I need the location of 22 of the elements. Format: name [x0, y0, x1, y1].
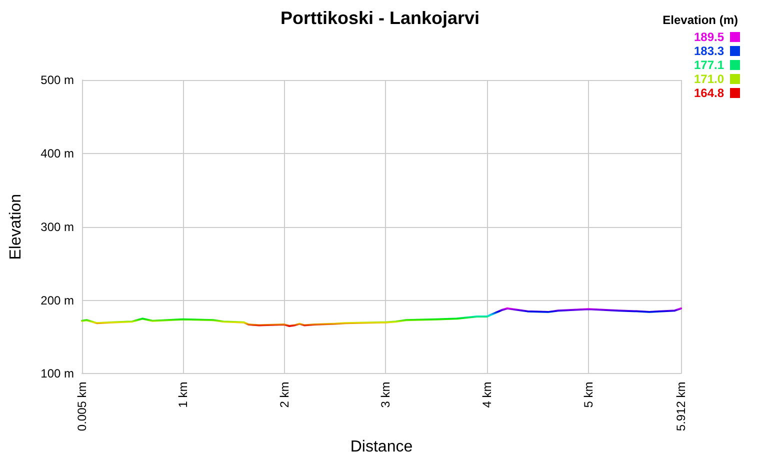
- x-tick-label: 4 km: [480, 382, 494, 408]
- color-bar-title: Elevation (m): [662, 13, 738, 27]
- color-bar-label: 171.0: [694, 72, 724, 86]
- x-tick-label: 5 km: [582, 382, 596, 408]
- x-tick-label: 2 km: [277, 382, 292, 408]
- color-bar-label: 183.3: [694, 44, 724, 58]
- x-axis-title: Distance: [350, 438, 413, 456]
- line-series: [81, 307, 682, 328]
- x-tick-label: 0.005 km: [75, 382, 89, 432]
- x-tick-label: 1 km: [176, 382, 190, 408]
- x-tick-label: 3 km: [378, 382, 393, 408]
- color-bar-label: 177.1: [694, 58, 724, 72]
- y-tick-label: 500 m: [40, 73, 74, 87]
- y-axis-title: Elevation: [8, 194, 24, 260]
- y-tick-label: 100 m: [40, 366, 74, 381]
- chart-title: Porttikoski - Lankojarvi: [280, 8, 480, 28]
- x-tick-label: 5.912 km: [674, 382, 688, 432]
- y-tick-label: 400 m: [40, 146, 74, 160]
- color-bar-label: 189.5: [694, 30, 724, 44]
- y-tick-label: 300 m: [40, 220, 74, 234]
- y-tick-label: 200 m: [40, 293, 74, 308]
- color-bar-label: 164.8: [694, 86, 724, 100]
